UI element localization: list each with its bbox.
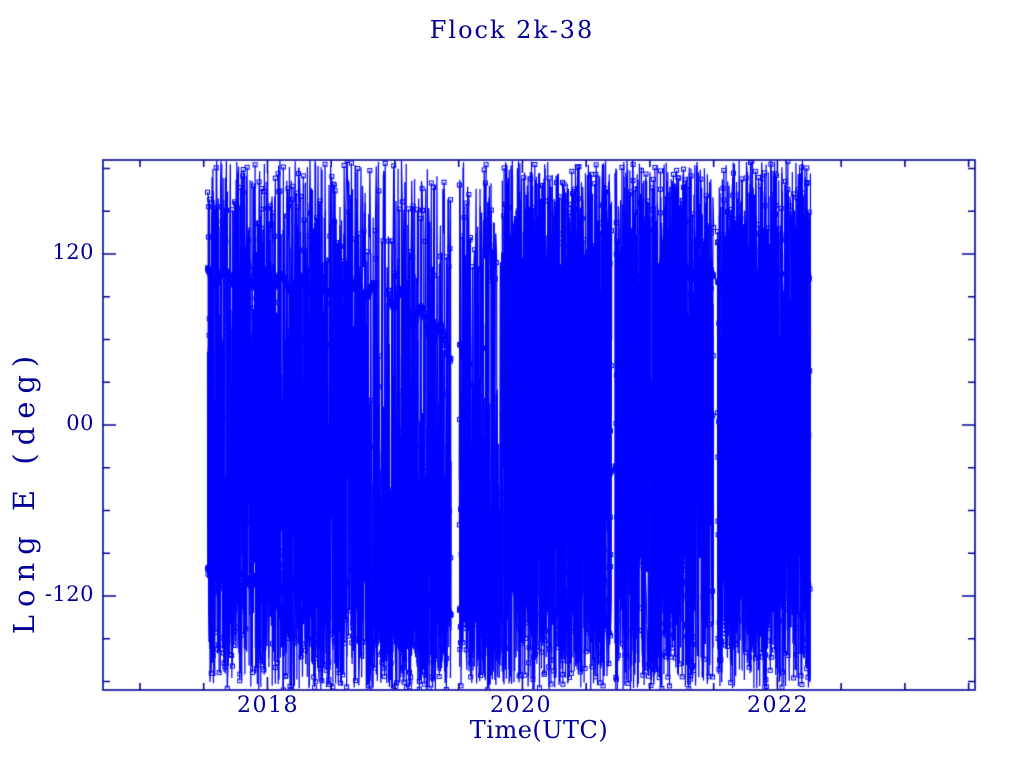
y-tick-label-0: 00 [66, 411, 94, 435]
y-axis-title: Long E (deg) [7, 347, 41, 635]
x-axis-title: Time(UTC) [469, 716, 609, 744]
chart-title: Flock 2k-38 [429, 16, 595, 44]
x-tick-label-2022: 2022 [747, 693, 809, 718]
x-tick-label-2020: 2020 [490, 693, 552, 718]
x-tick-label-2018: 2018 [237, 693, 299, 718]
y-tick-label-120: 120 [52, 240, 94, 264]
y-tick-label-minus120: -120 [44, 582, 94, 606]
